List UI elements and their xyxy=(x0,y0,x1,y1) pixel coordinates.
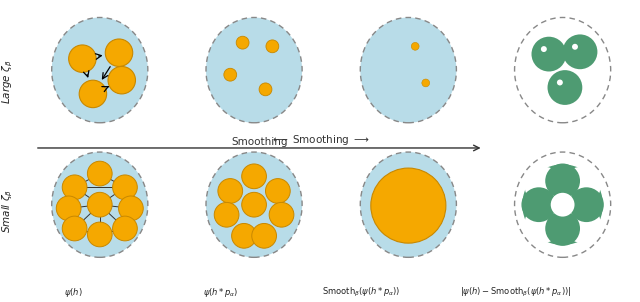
Ellipse shape xyxy=(515,18,611,123)
Circle shape xyxy=(547,70,582,105)
Ellipse shape xyxy=(360,152,456,257)
Circle shape xyxy=(562,204,600,243)
Circle shape xyxy=(545,163,580,198)
Ellipse shape xyxy=(52,152,148,257)
Ellipse shape xyxy=(360,18,456,123)
Circle shape xyxy=(105,39,132,66)
Circle shape xyxy=(252,223,276,248)
Circle shape xyxy=(422,79,429,87)
Text: Small $\zeta_\beta$: Small $\zeta_\beta$ xyxy=(1,189,15,233)
Circle shape xyxy=(412,42,419,50)
Ellipse shape xyxy=(515,152,611,257)
Ellipse shape xyxy=(206,152,302,257)
Circle shape xyxy=(214,202,239,227)
Circle shape xyxy=(224,68,237,81)
Circle shape xyxy=(551,193,575,217)
Circle shape xyxy=(266,178,290,203)
Circle shape xyxy=(522,187,556,222)
Circle shape xyxy=(118,196,143,221)
Circle shape xyxy=(371,168,446,243)
Circle shape xyxy=(88,222,112,247)
Circle shape xyxy=(557,79,563,85)
Circle shape xyxy=(108,66,136,94)
Circle shape xyxy=(259,83,272,96)
Circle shape xyxy=(56,196,81,221)
Circle shape xyxy=(232,223,257,248)
Circle shape xyxy=(541,46,547,52)
Ellipse shape xyxy=(206,18,302,123)
Circle shape xyxy=(545,211,580,246)
Circle shape xyxy=(113,175,138,200)
Circle shape xyxy=(562,167,600,205)
Circle shape xyxy=(531,37,566,72)
Circle shape xyxy=(79,80,107,108)
Circle shape xyxy=(522,164,603,245)
Text: Large $\zeta_\beta$: Large $\zeta_\beta$ xyxy=(1,59,15,104)
Circle shape xyxy=(269,202,294,227)
Circle shape xyxy=(572,44,578,50)
Circle shape xyxy=(525,167,563,205)
Circle shape xyxy=(242,164,266,189)
Circle shape xyxy=(88,161,112,186)
Text: Smoothing: Smoothing xyxy=(231,137,287,147)
Text: $\longleftarrow$ Smoothing $\longrightarrow$: $\longleftarrow$ Smoothing $\longrightar… xyxy=(270,133,370,147)
Circle shape xyxy=(88,192,112,217)
Circle shape xyxy=(218,178,243,203)
Circle shape xyxy=(266,40,279,53)
Circle shape xyxy=(525,204,563,243)
Circle shape xyxy=(236,36,249,49)
Circle shape xyxy=(113,216,138,241)
Ellipse shape xyxy=(52,18,148,123)
Circle shape xyxy=(62,175,87,200)
Text: $\psi(h * p_\alpha)$: $\psi(h * p_\alpha)$ xyxy=(203,286,239,299)
Circle shape xyxy=(62,216,87,241)
Text: $|\psi(h) - \mathrm{Smooth}_\beta(\psi(h * p_\alpha))|$: $|\psi(h) - \mathrm{Smooth}_\beta(\psi(h… xyxy=(460,286,571,299)
Text: $\mathrm{Smooth}_\beta(\psi(h * p_\alpha))$: $\mathrm{Smooth}_\beta(\psi(h * p_\alpha… xyxy=(323,286,401,299)
Circle shape xyxy=(68,45,96,72)
Circle shape xyxy=(242,192,266,217)
Circle shape xyxy=(569,187,604,222)
Circle shape xyxy=(563,34,597,69)
Text: $\psi(h)$: $\psi(h)$ xyxy=(64,286,83,299)
